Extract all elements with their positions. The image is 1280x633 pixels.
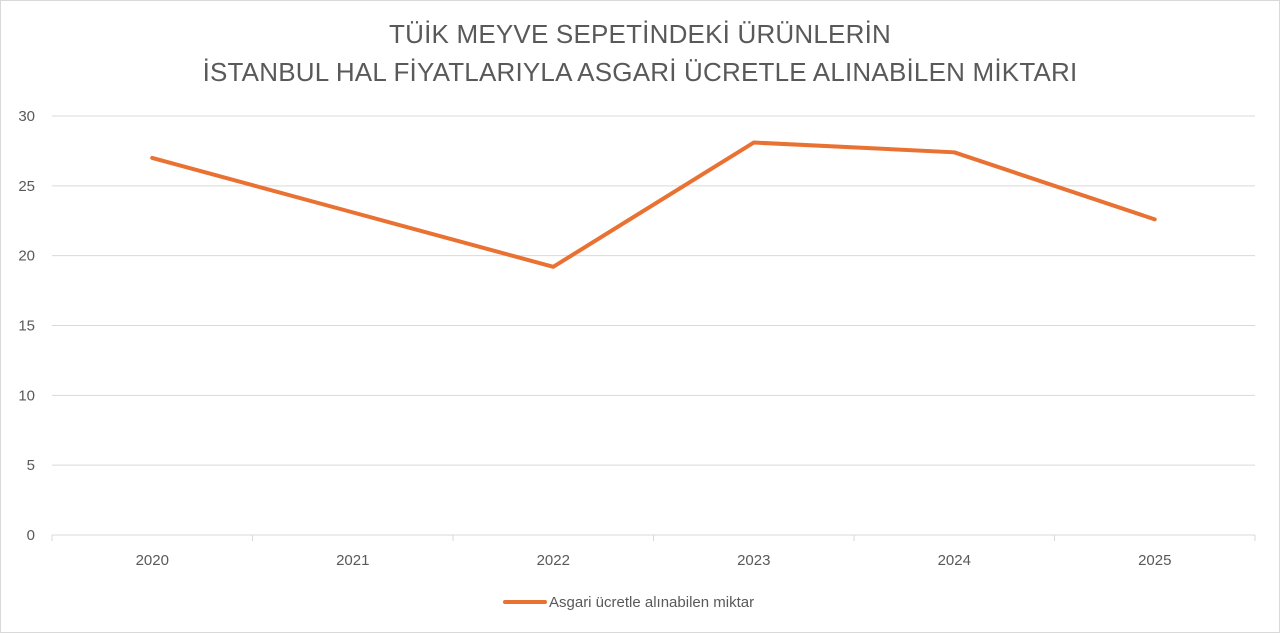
x-tick-label: 2024 [938, 552, 971, 569]
y-axis-labels: 0 5 10 15 20 25 30 [18, 108, 35, 544]
legend: Asgari ücretle alınabilen miktar [503, 594, 754, 611]
x-tick-label: 2022 [537, 552, 570, 569]
x-axis-labels: 2020 2021 2022 2023 2024 2025 [136, 552, 1172, 569]
y-tick-label: 15 [18, 318, 35, 335]
x-tick-label: 2021 [336, 552, 369, 569]
y-tick-label: 5 [27, 457, 35, 474]
x-tick-label: 2025 [1138, 552, 1171, 569]
gridlines [52, 115, 1255, 466]
y-tick-label: 0 [27, 527, 35, 544]
x-tick-label: 2020 [136, 552, 169, 569]
y-tick-label: 25 [18, 178, 35, 195]
y-tick-label: 10 [18, 387, 35, 404]
x-tick-label: 2023 [737, 552, 770, 569]
chart-title-line-2: İSTANBUL HAL FİYATLARIYLA ASGARİ ÜCRETLE… [202, 57, 1078, 87]
y-tick-label: 30 [18, 108, 35, 125]
chart-title-line-1: TÜİK MEYVE SEPETİNDEKİ ÜRÜNLERİN [389, 19, 891, 49]
legend-label: Asgari ücretle alınabilen miktar [549, 594, 754, 611]
x-axis [51, 534, 1256, 541]
y-tick-label: 20 [18, 248, 35, 265]
series-lines [150, 140, 1157, 269]
series-line [150, 140, 1157, 269]
chart-title: TÜİK MEYVE SEPETİNDEKİ ÜRÜNLERİN İSTANBU… [1, 15, 1279, 91]
